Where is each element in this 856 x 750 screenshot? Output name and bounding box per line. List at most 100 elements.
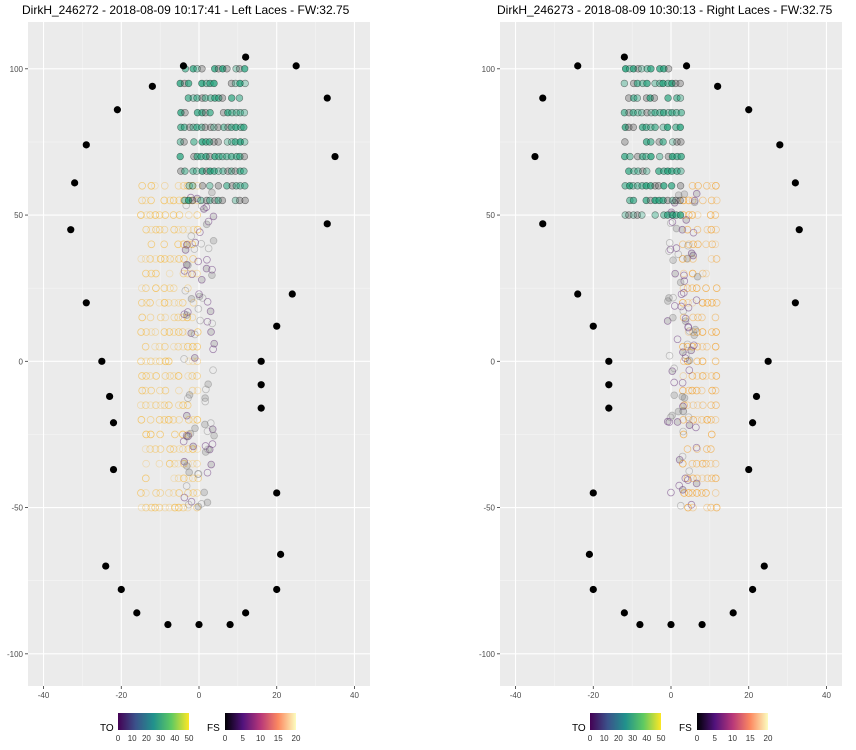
- outline-point: [749, 585, 757, 594]
- fs-point: [160, 196, 169, 205]
- y-tick-label: 50: [14, 211, 23, 220]
- fs-point: [151, 503, 159, 512]
- gray-point: [680, 190, 689, 198]
- gray-point: [194, 257, 203, 266]
- fs-point: [707, 474, 716, 483]
- gray-point: [668, 411, 676, 420]
- to-point: [228, 108, 236, 117]
- to-point: [198, 108, 206, 117]
- to-legend-title: TO: [100, 723, 114, 734]
- to-point: [180, 123, 189, 132]
- fs-point: [179, 503, 188, 512]
- fs-point: [193, 445, 202, 453]
- fs-point: [142, 489, 150, 497]
- to-point: [227, 167, 236, 175]
- fs-point: [193, 489, 201, 497]
- to-point: [227, 79, 236, 88]
- outline-point: [133, 609, 141, 617]
- fs-point: [679, 386, 687, 395]
- fs-point: [160, 401, 169, 409]
- to-point: [214, 138, 222, 146]
- gray-point: [679, 407, 687, 415]
- gray-point: [184, 432, 193, 441]
- fs-point: [184, 284, 192, 292]
- to-point: [203, 196, 211, 205]
- to-point: [218, 152, 227, 161]
- y-tick-label: 50: [486, 211, 495, 220]
- to-point: [219, 65, 227, 73]
- fs-point: [155, 299, 164, 307]
- to-point: [236, 138, 245, 146]
- fs-point: [712, 372, 721, 380]
- gray-point: [679, 407, 688, 416]
- fs-point: [694, 240, 702, 249]
- fs-point: [712, 401, 720, 409]
- x-tick-label: 20: [272, 691, 281, 700]
- to-point: [637, 65, 646, 73]
- fs-point: [147, 328, 156, 336]
- gray-point: [204, 217, 213, 226]
- to-point: [625, 123, 633, 132]
- fs-point: [188, 459, 197, 468]
- fs-point: [711, 211, 720, 219]
- fs-point: [156, 445, 165, 453]
- fs-point: [703, 299, 712, 307]
- fs-point: [155, 503, 164, 512]
- fs-point: [137, 416, 146, 424]
- fs-point: [165, 503, 174, 512]
- gray-point: [203, 498, 212, 507]
- fs-point: [702, 269, 710, 278]
- fs-point: [164, 416, 173, 424]
- gray-point: [679, 289, 688, 297]
- x-tick-label: -40: [510, 691, 522, 700]
- gray-point: [194, 502, 203, 511]
- fs-point: [184, 445, 193, 453]
- outline-point: [148, 82, 156, 90]
- to-point: [193, 65, 201, 73]
- to-point: [629, 211, 638, 219]
- gray-point: [185, 468, 193, 477]
- fs-point: [137, 255, 146, 263]
- fs-point: [688, 342, 697, 351]
- outline-point: [776, 141, 784, 149]
- gray-point: [207, 419, 215, 427]
- to-point: [642, 196, 650, 205]
- gray-point: [690, 341, 698, 350]
- fs-point: [693, 416, 702, 424]
- fs-point: [184, 372, 192, 380]
- fs-legend-tick: 10: [256, 734, 265, 743]
- gray-point: [197, 275, 206, 284]
- fs-point: [707, 255, 716, 263]
- fs-point: [679, 342, 687, 351]
- fs-point: [680, 401, 688, 409]
- outline-point: [620, 609, 628, 617]
- gray-point: [679, 402, 687, 411]
- fs-point: [193, 372, 201, 380]
- outline-point: [273, 585, 281, 594]
- fs-point: [689, 328, 697, 336]
- fs-point: [189, 255, 197, 263]
- to-point: [224, 108, 232, 117]
- gray-point: [183, 462, 191, 470]
- gray-point: [692, 423, 700, 432]
- fs-point: [712, 299, 721, 307]
- gray-point: [203, 468, 212, 477]
- to-point: [629, 196, 638, 205]
- fs-point: [711, 474, 720, 483]
- to-point: [639, 167, 647, 175]
- fs-point: [160, 416, 169, 424]
- gray-point: [692, 189, 701, 198]
- fs-point: [152, 284, 160, 292]
- outline-point: [273, 322, 281, 330]
- gray-point: [692, 479, 701, 488]
- data-points: [531, 53, 803, 629]
- gray-point: [672, 224, 681, 233]
- fs-point: [161, 503, 169, 512]
- to-point: [232, 182, 240, 190]
- to-legend-tick: 50: [185, 734, 194, 743]
- fs-point: [683, 225, 692, 234]
- to-point: [647, 138, 655, 146]
- outline-point: [242, 609, 250, 617]
- gray-point: [691, 325, 700, 334]
